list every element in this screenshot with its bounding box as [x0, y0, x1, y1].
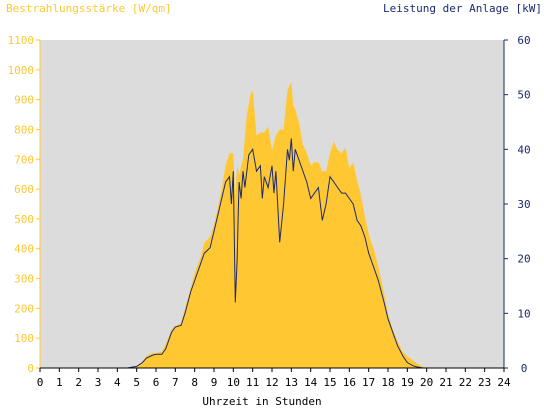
right-axis-tick-label: 50 [517, 89, 530, 102]
power-line [40, 138, 504, 369]
x-axis-tick-label: 21 [439, 376, 452, 389]
right-axis-tick-label: 20 [517, 253, 530, 266]
left-axis-tick-label: 1000 [8, 64, 35, 77]
left-axis-tick-label: 200 [14, 302, 34, 315]
x-axis-tick-label: 16 [343, 376, 356, 389]
x-axis-tick-label: 6 [153, 376, 160, 389]
right-axis-tick-label: 40 [517, 143, 530, 156]
left-axis-tick-label: 300 [14, 273, 34, 286]
left-axis-tick-label: 400 [14, 243, 34, 256]
right-axis-tick-label: 30 [517, 198, 530, 211]
x-axis-tick-label: 17 [362, 376, 375, 389]
x-axis-tick-label: 11 [246, 376, 259, 389]
x-axis-tick-label: 1 [56, 376, 63, 389]
left-axis-tick-label: 100 [14, 332, 34, 345]
x-axis-tick-label: 18 [381, 376, 394, 389]
right-axis-ticks: 0 10 20 30 40 50 60 [504, 34, 531, 375]
left-axis-tick-label: 500 [14, 213, 34, 226]
x-axis-tick-label: 9 [211, 376, 218, 389]
right-axis-tick-label: 0 [521, 362, 528, 375]
right-axis-tick-label: 10 [517, 307, 530, 320]
x-axis-tick-label: 14 [304, 376, 318, 389]
right-axis-tick-label: 60 [517, 34, 530, 47]
x-axis-tick-label: 8 [191, 376, 198, 389]
irradiance-area [40, 81, 504, 368]
left-axis-tick-label: 800 [14, 123, 34, 136]
left-axis-tick-label: 1100 [8, 34, 35, 47]
left-axis-tick-label: 600 [14, 183, 34, 196]
x-axis-ticks: 0 1 2 3 4 5 6 7 8 9 10 11 12 13 14 15 16 17 18 19 20 21 22 23 24 [37, 368, 511, 389]
x-axis-tick-label: 15 [323, 376, 336, 389]
x-axis-tick-label: 23 [478, 376, 491, 389]
x-axis-tick-label: 20 [420, 376, 433, 389]
x-axis-tick-label: 5 [133, 376, 140, 389]
right-axis-title: Leistung der Anlage [kW] [383, 2, 542, 15]
x-axis-tick-label: 13 [285, 376, 298, 389]
x-axis-tick-label: 22 [459, 376, 472, 389]
x-axis-title: Uhrzeit in Stunden [202, 395, 321, 408]
left-axis-ticks: 0 100 200 300 400 500 600 700 800 900 1000 1100 [8, 34, 40, 375]
left-axis-title: Bestrahlungsstärke [W/qm] [6, 2, 172, 15]
left-axis-tick-label: 0 [27, 362, 34, 375]
x-axis-tick-label: 3 [95, 376, 102, 389]
x-axis-tick-label: 2 [75, 376, 82, 389]
x-axis-tick-label: 12 [265, 376, 278, 389]
x-axis-tick-label: 10 [227, 376, 240, 389]
left-axis-tick-label: 900 [14, 94, 34, 107]
x-axis-tick-label: 7 [172, 376, 179, 389]
power-line-layer [40, 138, 504, 369]
x-axis-tick-label: 24 [497, 376, 511, 389]
x-axis-tick-label: 19 [401, 376, 414, 389]
irradiance-area-layer [40, 81, 504, 368]
x-axis-tick-label: 4 [114, 376, 121, 389]
left-axis-tick-label: 700 [14, 153, 34, 166]
x-axis-tick-label: 0 [37, 376, 44, 389]
